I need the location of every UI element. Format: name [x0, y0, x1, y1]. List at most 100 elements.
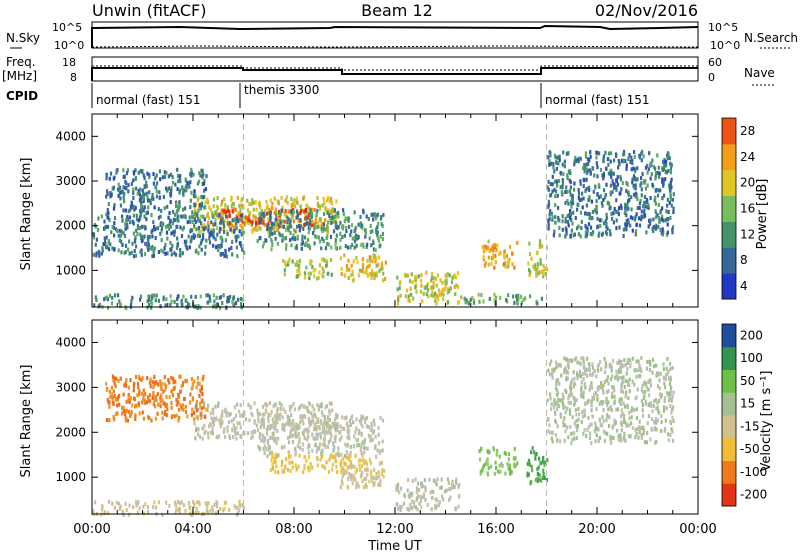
echo-pixel	[548, 159, 551, 163]
echo-pixel	[634, 435, 637, 440]
echo-pixel	[130, 299, 133, 304]
echo-pixel	[547, 199, 550, 204]
echo-pixel	[579, 369, 582, 374]
echo-pixel	[493, 298, 496, 303]
colorbar-swatch	[722, 346, 736, 370]
echo-pixel	[334, 224, 337, 229]
echo-pixel	[421, 299, 424, 304]
echo-pixel	[211, 505, 214, 510]
echo-pixel	[135, 228, 138, 233]
echo-pixel	[185, 239, 188, 244]
echo-pixel	[580, 197, 583, 202]
echo-pixel	[298, 259, 301, 263]
echo-pixel	[628, 197, 631, 202]
echo-pixel	[653, 399, 656, 404]
echo-pixel	[637, 435, 640, 440]
echo-pixel	[570, 201, 573, 206]
echo-pixel	[531, 445, 534, 450]
echo-pixel	[104, 225, 107, 230]
echo-pixel	[551, 189, 554, 194]
echo-pixel	[625, 181, 628, 186]
echo-pixel	[130, 250, 133, 255]
echo-pixel	[398, 286, 401, 291]
echo-pixel	[108, 404, 111, 409]
echo-pixel	[127, 392, 130, 397]
echo-pixel	[199, 202, 202, 207]
echo-pixel	[348, 267, 351, 272]
echo-pixel	[481, 468, 484, 473]
echo-pixel	[655, 398, 658, 402]
echo-pixel	[323, 257, 326, 262]
echo-pixel	[341, 235, 344, 239]
echo-pixel	[211, 508, 215, 513]
echo-pixel	[437, 503, 440, 508]
echo-pixel	[334, 220, 337, 225]
echo-pixel	[140, 195, 143, 199]
echo-pixel	[633, 382, 636, 387]
echo-pixel	[570, 431, 573, 436]
echo-pixel	[627, 396, 630, 401]
echo-pixel	[377, 482, 380, 487]
echo-pixel	[590, 408, 593, 413]
echo-pixel	[598, 418, 601, 423]
echo-pixel	[161, 410, 164, 415]
echo-pixel	[507, 457, 510, 462]
echo-pixel	[659, 371, 662, 376]
echo-pixel	[266, 204, 269, 209]
echo-pixel	[644, 165, 648, 170]
echo-pixel	[187, 181, 190, 186]
echo-pixel	[133, 397, 136, 402]
echo-pixel	[405, 288, 409, 293]
echo-pixel	[152, 380, 155, 385]
echo-pixel	[329, 258, 333, 262]
echo-pixel	[307, 230, 310, 235]
echo-pixel	[342, 456, 345, 461]
echo-pixel	[223, 435, 227, 440]
echo-pixel	[288, 455, 291, 460]
echo-pixel	[623, 435, 626, 440]
echo-pixel	[161, 416, 164, 421]
echo-pixel	[655, 371, 659, 376]
echo-pixel	[120, 239, 123, 244]
echo-pixel	[132, 231, 135, 236]
echo-pixel	[241, 502, 244, 507]
echo-pixel	[97, 304, 100, 309]
echo-pixel	[149, 246, 152, 251]
echo-pixel	[669, 388, 672, 393]
echo-pixel	[668, 361, 672, 366]
echo-pixel	[232, 209, 235, 214]
echo-pixel	[599, 359, 602, 364]
x-tick-label: 08:00	[275, 522, 312, 537]
echo-pixel	[177, 218, 180, 223]
echo-pixel	[224, 203, 227, 207]
echo-pixel	[627, 156, 630, 161]
echo-pixel	[343, 219, 346, 224]
echo-pixel	[606, 414, 609, 419]
echo-pixel	[271, 243, 274, 248]
echo-pixel	[416, 507, 419, 512]
echo-pixel	[216, 302, 219, 307]
echo-pixel	[226, 232, 229, 237]
echo-pixel	[319, 204, 322, 209]
echo-pixel	[284, 422, 287, 427]
echo-pixel	[442, 292, 445, 297]
echo-pixel	[239, 241, 242, 246]
echo-pixel	[310, 212, 313, 216]
echo-pixel	[230, 222, 233, 227]
echo-pixel	[164, 175, 167, 179]
echo-pixel	[542, 468, 545, 473]
echo-pixel	[289, 408, 292, 412]
echo-pixel	[204, 225, 207, 230]
echo-pixel	[154, 298, 157, 303]
echo-pixel	[257, 444, 260, 449]
echo-pixel	[618, 399, 621, 404]
echo-pixel	[592, 189, 595, 194]
echo-pixel	[372, 475, 375, 480]
echo-pixel	[573, 162, 576, 167]
echo-pixel	[130, 182, 133, 186]
echo-pixel	[557, 378, 560, 383]
echo-pixel	[355, 438, 358, 442]
echo-pixel	[375, 216, 378, 221]
echo-pixel	[250, 430, 253, 435]
echo-pixel	[557, 397, 560, 402]
